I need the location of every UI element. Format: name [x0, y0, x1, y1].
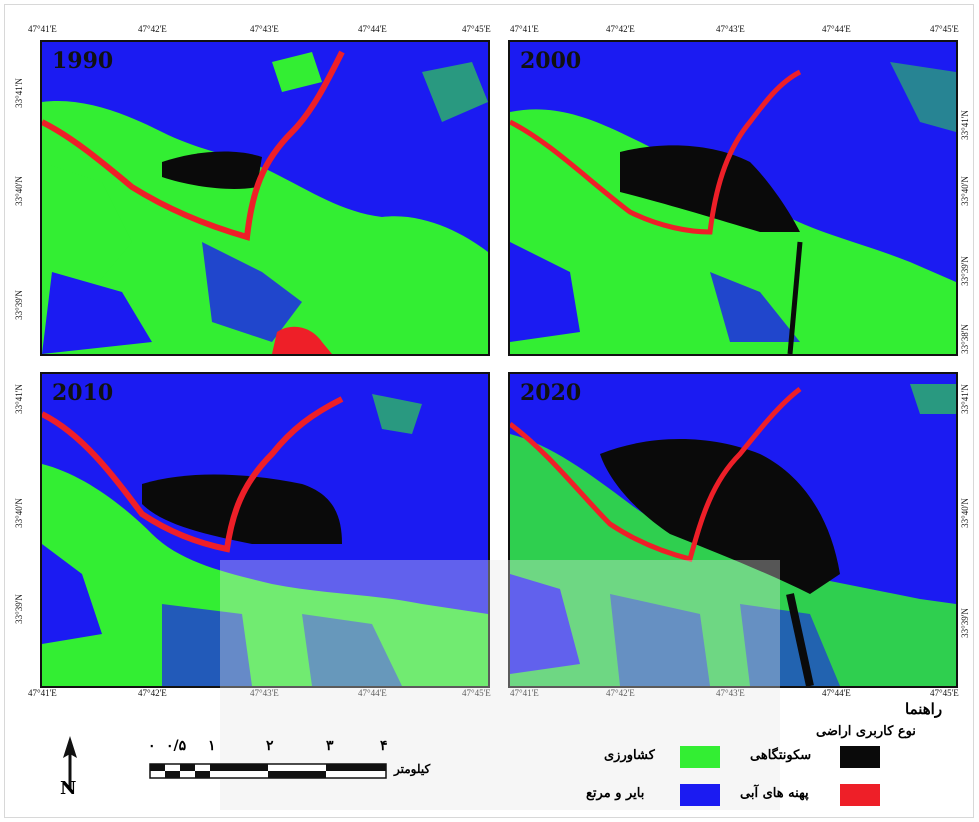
lon-tick: 47°43'E — [250, 24, 279, 34]
lat-tick: 33°41'N — [959, 110, 970, 140]
lon-tick: 47°45'E — [930, 24, 959, 34]
lat-tick: 33°40'N — [13, 498, 24, 528]
scale-num-2: ۲ — [266, 738, 274, 754]
map-1990-landcover — [42, 50, 488, 354]
scale-num-3: ۳ — [326, 738, 334, 754]
lat-tick: 33°39'N — [959, 256, 970, 286]
legend-label-urban: سکونتگاهی — [750, 748, 812, 763]
lon-tick: 47°44'E — [822, 24, 851, 34]
map-2020-landcover — [510, 384, 956, 686]
scale-num-0: ۰ — [148, 738, 156, 754]
legend-swatch-agri — [680, 746, 720, 768]
map-panel-2020: 2020 — [508, 372, 958, 688]
lon-tick: 47°43'E — [716, 24, 745, 34]
lat-tick: 33°41'N — [13, 78, 24, 108]
lat-tick: 33°41'N — [13, 384, 24, 414]
panel-year-label: 2000 — [520, 48, 582, 74]
lon-tick: 47°44'E — [358, 24, 387, 34]
map-panel-2010: 2010 — [40, 372, 490, 688]
lon-tick: 47°42'E — [138, 24, 167, 34]
panel-year-label: 2010 — [52, 380, 114, 406]
lon-tick: 47°45'E — [462, 688, 491, 698]
north-letter: N — [60, 778, 77, 799]
lon-tick: 47°43'E — [250, 688, 279, 698]
panel-year-label: 2020 — [520, 380, 582, 406]
map-frame — [4, 4, 974, 818]
legend-label-agri: کشاورزی — [604, 748, 655, 763]
legend-title-main: راهنما — [905, 700, 943, 718]
lat-tick: 33°40'N — [13, 176, 24, 206]
scale-bar: ۰ ۰/۵ ۱ ۲ ۳ ۴ کیلومتر — [148, 738, 430, 798]
legend-title-sub: نوع کاربری اراضی — [816, 724, 916, 739]
lon-tick: 47°42'E — [606, 688, 635, 698]
scale-num-4: ۴ — [380, 738, 388, 754]
north-arrow-icon — [63, 736, 77, 790]
scale-num-1: ۱ — [208, 738, 216, 754]
lon-tick: 47°43'E — [716, 688, 745, 698]
lat-tick: 33°38'N — [959, 324, 970, 354]
scale-num-05: ۰/۵ — [166, 738, 187, 754]
lon-tick: 47°41'E — [28, 688, 57, 698]
map-panel-1990: 1990 — [40, 40, 490, 356]
lon-tick: 47°42'E — [138, 688, 167, 698]
map-panel-2000: 2000 — [508, 40, 958, 356]
lat-tick: 33°41'N — [959, 384, 970, 414]
lon-tick: 47°44'E — [822, 688, 851, 698]
lon-tick: 47°41'E — [510, 688, 539, 698]
lat-tick: 33°40'N — [959, 498, 970, 528]
lon-tick: 47°41'E — [510, 24, 539, 34]
lon-tick: 47°45'E — [930, 688, 959, 698]
scale-unit: کیلومتر — [394, 762, 431, 776]
lat-tick: 33°39'N — [13, 290, 24, 320]
map-2000-landcover — [510, 62, 956, 354]
lon-tick: 47°41'E — [28, 24, 57, 34]
north-arrow: N — [50, 730, 90, 810]
lat-tick: 33°39'N — [959, 608, 970, 638]
lon-tick: 47°42'E — [606, 24, 635, 34]
legend-swatch-water — [680, 784, 720, 806]
legend-label-water: بایر و مرتع — [586, 786, 645, 801]
lat-tick: 33°39'N — [13, 594, 24, 624]
legend-swatch-urban — [840, 746, 880, 768]
legend-swatch-bare — [840, 784, 880, 806]
lon-tick: 47°45'E — [462, 24, 491, 34]
lon-tick: 47°44'E — [358, 688, 387, 698]
legend-label-bare: پهنه های آبی — [740, 786, 809, 801]
map-2010-landcover — [42, 394, 488, 686]
scale-bar-graphic — [149, 763, 387, 779]
lat-tick: 33°40'N — [959, 176, 970, 206]
panel-year-label: 1990 — [52, 48, 114, 74]
